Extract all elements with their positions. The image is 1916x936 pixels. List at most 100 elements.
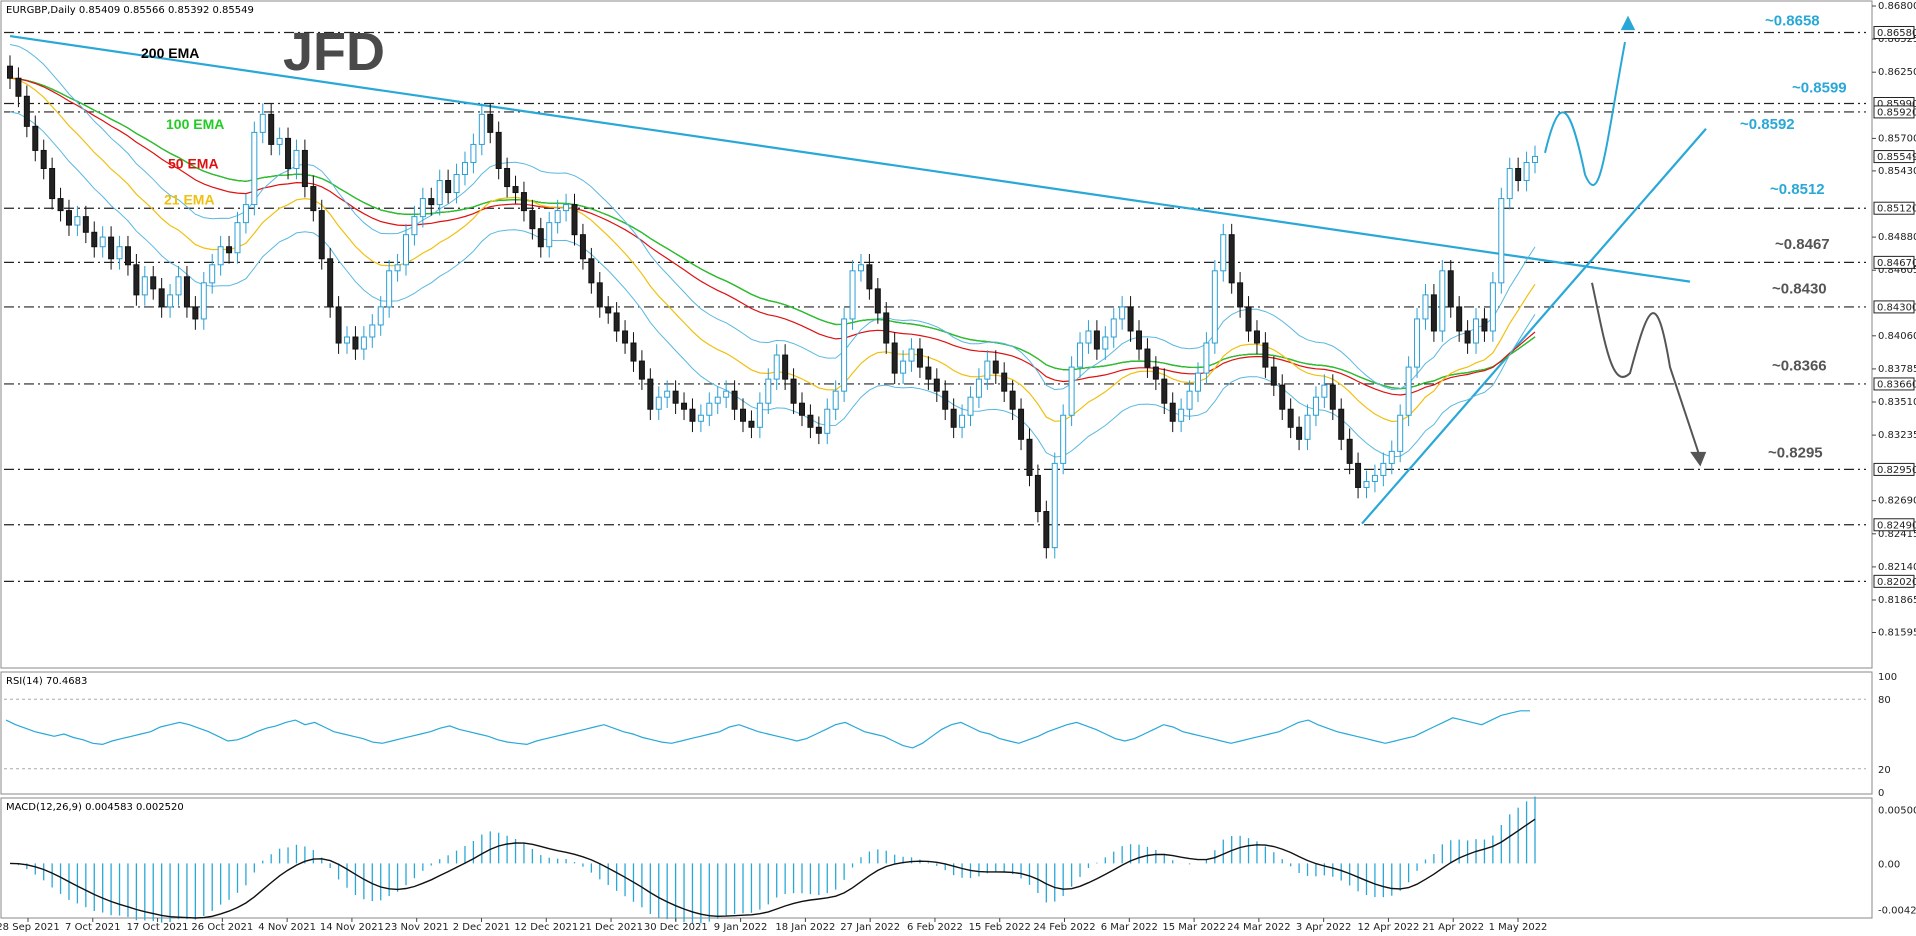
candle-body xyxy=(697,414,704,422)
rsi-tick-label: 80 xyxy=(1878,695,1891,706)
candle-body xyxy=(318,210,325,260)
bullish-arrowhead xyxy=(1620,15,1636,31)
candle-body xyxy=(1363,480,1370,488)
level-label: ~0.8599 xyxy=(1792,80,1847,97)
level-label: ~0.8592 xyxy=(1740,116,1795,133)
candle-body xyxy=(200,282,207,320)
candle-body xyxy=(1414,318,1421,368)
macd-series: 0.005008 0.00 -0.004256 xyxy=(9,796,1916,924)
symbol-header: EURGBP,Daily 0.85409 0.85566 0.85392 0.8… xyxy=(6,5,254,16)
candle-body xyxy=(57,198,64,212)
candle-body xyxy=(832,390,839,410)
price-tick-label: 0.81865 xyxy=(1878,595,1916,606)
candle-body xyxy=(436,180,443,206)
price-tick-label: 0.82690 xyxy=(1878,496,1916,507)
date-label: 18 Jan 2022 xyxy=(775,922,835,933)
rsi-tick-label: 0 xyxy=(1878,788,1884,799)
candle-body xyxy=(1144,348,1151,368)
price-tick-label: 0.82140 xyxy=(1878,562,1916,573)
candle-body xyxy=(276,137,283,145)
macd-tick-label: -0.004256 xyxy=(1878,905,1916,916)
candle-body xyxy=(15,77,22,97)
candle-body xyxy=(1296,426,1303,440)
candle-body xyxy=(1346,438,1353,464)
candle-body xyxy=(1329,384,1336,410)
ema-lines xyxy=(9,44,1536,458)
candle-body xyxy=(310,186,317,212)
candle-body xyxy=(1279,384,1286,410)
candles xyxy=(7,55,1538,559)
candle-body xyxy=(495,131,502,169)
candle-body xyxy=(411,216,418,236)
candle-body xyxy=(815,426,822,434)
candle-body xyxy=(1119,306,1126,320)
level-lines xyxy=(4,31,1866,582)
date-label: 1 May 2022 xyxy=(1489,922,1548,933)
candle-body xyxy=(596,282,603,308)
price-flag-label: 0.83660 xyxy=(1877,379,1916,390)
price-flag xyxy=(1873,300,1915,314)
candle-body xyxy=(487,113,494,133)
price-tick-label: 0.82415 xyxy=(1878,529,1916,540)
candle-body xyxy=(1380,462,1387,476)
level-label: ~0.8366 xyxy=(1772,358,1827,375)
candle-body xyxy=(394,264,401,272)
candle-body xyxy=(950,408,957,428)
price-flag xyxy=(1873,255,1915,269)
candle-body xyxy=(251,131,258,206)
candle-body xyxy=(99,236,106,248)
price-tick-label: 0.84060 xyxy=(1878,331,1916,342)
candle-body xyxy=(49,167,56,200)
candle-body xyxy=(900,360,907,374)
candle-body xyxy=(1034,474,1041,513)
candle-body xyxy=(1018,408,1025,440)
candle-body xyxy=(74,216,81,226)
candle-body xyxy=(7,65,13,79)
candle-body xyxy=(268,113,275,145)
candle-body xyxy=(908,348,915,362)
candle-body xyxy=(672,390,679,404)
date-label: 17 Oct 2021 xyxy=(127,922,189,933)
date-label: 14 Nov 2021 xyxy=(320,922,384,933)
candle-body xyxy=(23,95,30,127)
candle-body xyxy=(116,246,123,260)
candle-body xyxy=(40,149,47,169)
date-label: 28 Sep 2021 xyxy=(0,922,60,933)
trend-lines xyxy=(9,15,1707,525)
price-flag xyxy=(1873,105,1915,119)
candle-body xyxy=(108,236,115,260)
candle-body xyxy=(765,378,772,404)
candle-body xyxy=(824,408,831,434)
price-tick-label: 0.85430 xyxy=(1878,166,1916,177)
date-label: 24 Feb 2022 xyxy=(1033,922,1095,933)
candle-body xyxy=(942,390,949,410)
ema-label: 21 EMA xyxy=(164,192,215,208)
candle-body xyxy=(1203,342,1210,374)
candle-body xyxy=(1498,198,1505,284)
candle-body xyxy=(1422,294,1429,320)
candle-body xyxy=(1245,306,1252,332)
date-label: 3 Apr 2022 xyxy=(1296,922,1351,933)
candle-body xyxy=(301,149,308,188)
candle-body xyxy=(731,390,738,410)
bearish-arrowhead xyxy=(1690,451,1707,467)
candle-body xyxy=(874,288,881,314)
date-label: 23 Nov 2021 xyxy=(385,922,449,933)
candle-body xyxy=(1127,306,1134,332)
candle-body xyxy=(470,143,477,163)
candle-body xyxy=(234,222,241,254)
candle-body xyxy=(638,360,645,380)
candle-body xyxy=(706,402,713,416)
candle-body xyxy=(352,336,359,350)
candle-body xyxy=(386,270,393,308)
date-label: 21 Apr 2022 xyxy=(1422,922,1484,933)
candle-body xyxy=(790,378,797,404)
candle-body xyxy=(1110,318,1117,338)
upper-band xyxy=(9,44,1536,391)
candle-body xyxy=(1489,282,1496,332)
candle-body xyxy=(1270,366,1277,386)
candle-body xyxy=(1439,270,1446,332)
candle-body xyxy=(175,276,182,296)
date-label: 12 Apr 2022 xyxy=(1358,922,1420,933)
price-flag-label: 0.82020 xyxy=(1877,577,1916,588)
